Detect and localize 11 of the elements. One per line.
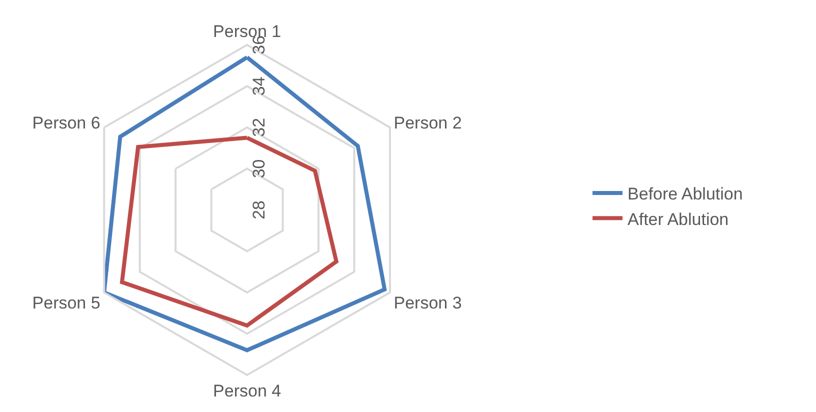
spoke-label: Person 5: [32, 293, 100, 312]
spoke-label: Person 6: [32, 114, 100, 133]
y-tick-label: 34: [250, 76, 269, 96]
spoke-label: Person 2: [394, 114, 462, 133]
legend-label: Before Ablution: [628, 184, 743, 204]
y-tick-label: 30: [250, 159, 269, 178]
legend-label: After Ablution: [628, 210, 729, 229]
spoke-label: Person 3: [394, 293, 462, 312]
y-tick-label: 28: [250, 200, 269, 220]
y-tick-label: 32: [250, 118, 269, 137]
spoke-label: Person 4: [213, 381, 282, 400]
